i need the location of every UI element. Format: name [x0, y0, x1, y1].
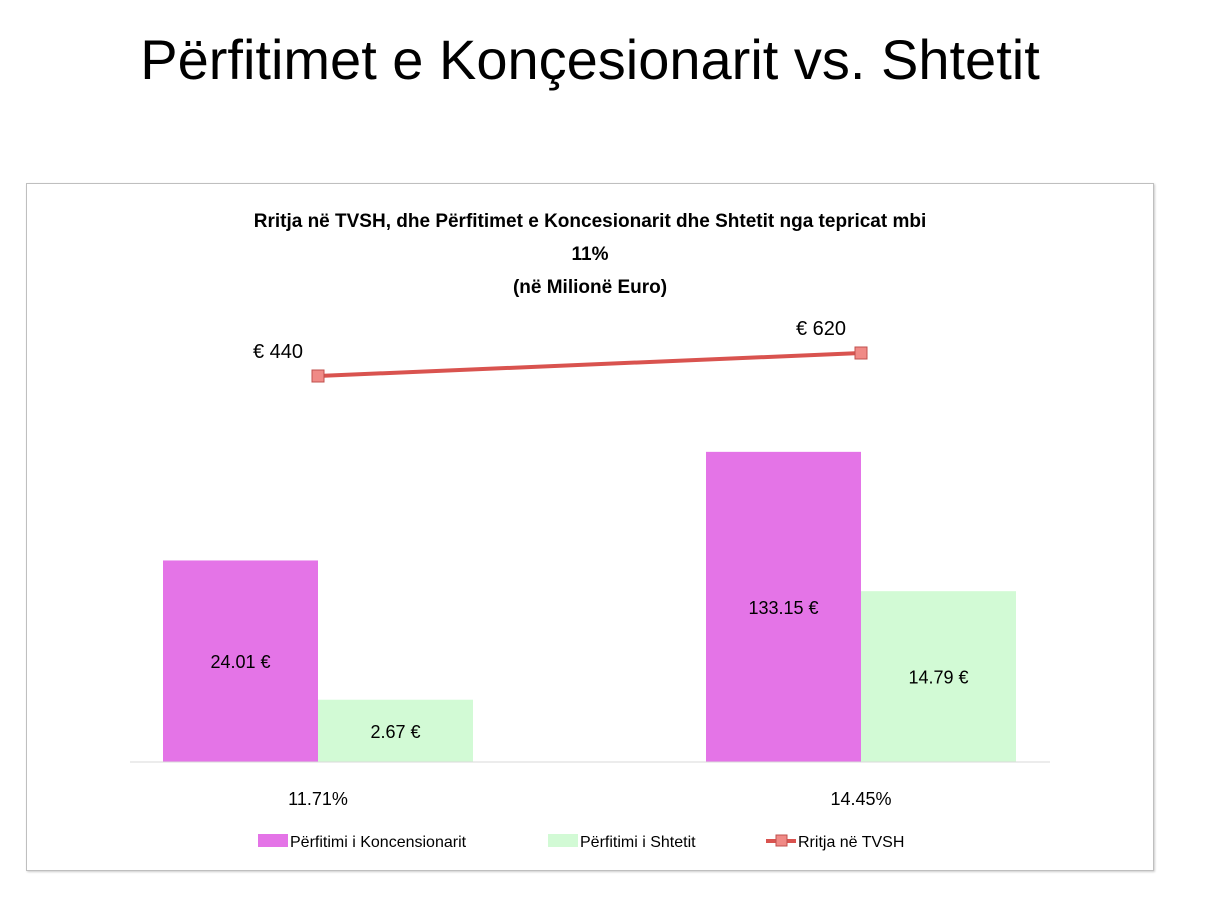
- legend-label: Rritja në TVSH: [798, 834, 904, 851]
- bar: [861, 591, 1016, 762]
- line-series: [317, 351, 862, 378]
- bar-label: 2.67 €: [370, 722, 420, 742]
- legend-swatch: [775, 834, 788, 847]
- bar-label: 14.79 €: [908, 668, 968, 688]
- line-label: € 440: [253, 341, 303, 363]
- line-marker: [311, 369, 325, 383]
- legend-label: Përfitimi i Koncensionarit: [290, 834, 467, 851]
- chart-title-line: (në Milionë Euro): [513, 277, 667, 298]
- chart-title-line: 11%: [572, 244, 609, 265]
- chart-title-line: Rritja në TVSH, dhe Përfitimet e Koncesi…: [254, 211, 927, 232]
- line-label: € 620: [796, 318, 846, 340]
- bar: [706, 451, 861, 762]
- legend-swatch: [258, 834, 288, 847]
- slide-title: Përfitimet e Konçesionarit vs. Shtetit: [140, 28, 1040, 91]
- bar: [318, 699, 473, 762]
- legend-label: Përfitimi i Shtetit: [580, 834, 696, 851]
- bar: [163, 560, 318, 762]
- chart-frame: [26, 183, 1154, 871]
- bar-label: 133.15 €: [748, 598, 818, 618]
- line-marker: [854, 346, 868, 360]
- x-tick-label: 14.45%: [830, 789, 891, 809]
- x-tick-label: 11.71%: [288, 789, 348, 809]
- legend-swatch: [548, 834, 578, 847]
- bar-label: 24.01 €: [210, 652, 270, 672]
